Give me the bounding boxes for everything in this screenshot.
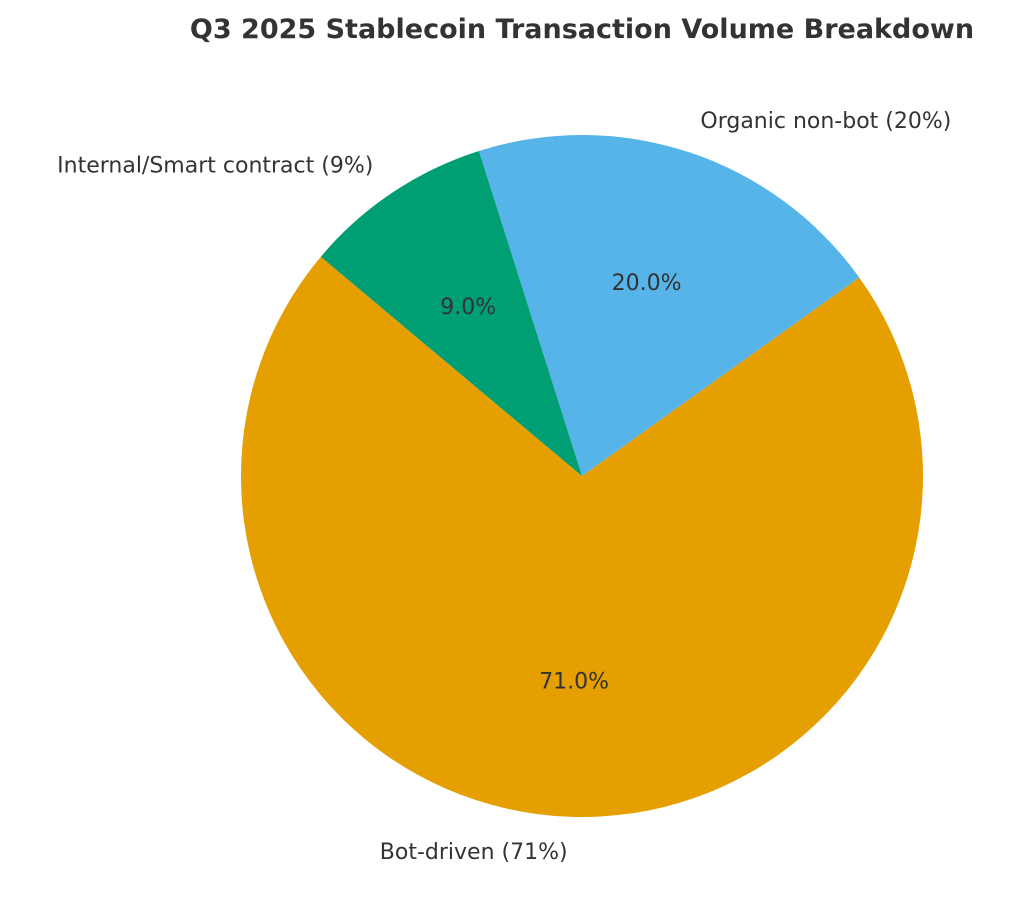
slice-label: Bot-driven (71%) — [380, 840, 568, 865]
slice-percent-label: 9.0% — [440, 295, 496, 320]
pie-slice-2 — [320, 150, 582, 476]
pie-slice-1 — [478, 135, 860, 477]
slice-label: Organic non-bot (20%) — [700, 109, 951, 134]
slice-percent-label: 71.0% — [539, 669, 609, 694]
pie-slice-0 — [240, 256, 923, 817]
slice-label: Internal/Smart contract (9%) — [57, 153, 373, 178]
chart-title: Q3 2025 Stablecoin Transaction Volume Br… — [190, 14, 974, 45]
slice-percent-label: 20.0% — [612, 271, 682, 296]
